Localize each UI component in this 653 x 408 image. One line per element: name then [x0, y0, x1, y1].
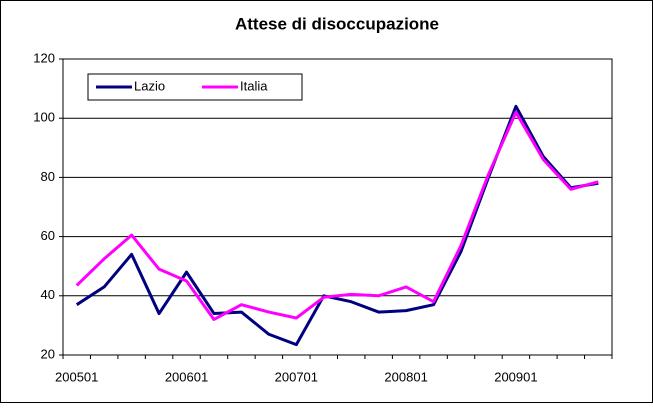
series-line	[75, 110, 599, 321]
chart-title: Attese di disoccupazione	[235, 14, 439, 33]
x-tick-label: 200901	[494, 369, 537, 384]
legend-label: Italia	[240, 78, 268, 93]
series-line	[75, 104, 599, 347]
y-tick-label: 60	[41, 228, 55, 243]
y-tick-label: 80	[41, 169, 55, 184]
legend-label: Lazio	[134, 78, 165, 93]
y-tick-label: 100	[33, 110, 55, 125]
y-tick-label: 20	[41, 346, 55, 361]
x-tick-label: 200601	[165, 369, 208, 384]
x-tick-label: 200801	[384, 369, 427, 384]
x-tick-label: 200701	[275, 369, 318, 384]
y-tick-label: 40	[41, 287, 55, 302]
x-tick-label: 200501	[55, 369, 98, 384]
y-tick-label: 120	[33, 50, 55, 65]
